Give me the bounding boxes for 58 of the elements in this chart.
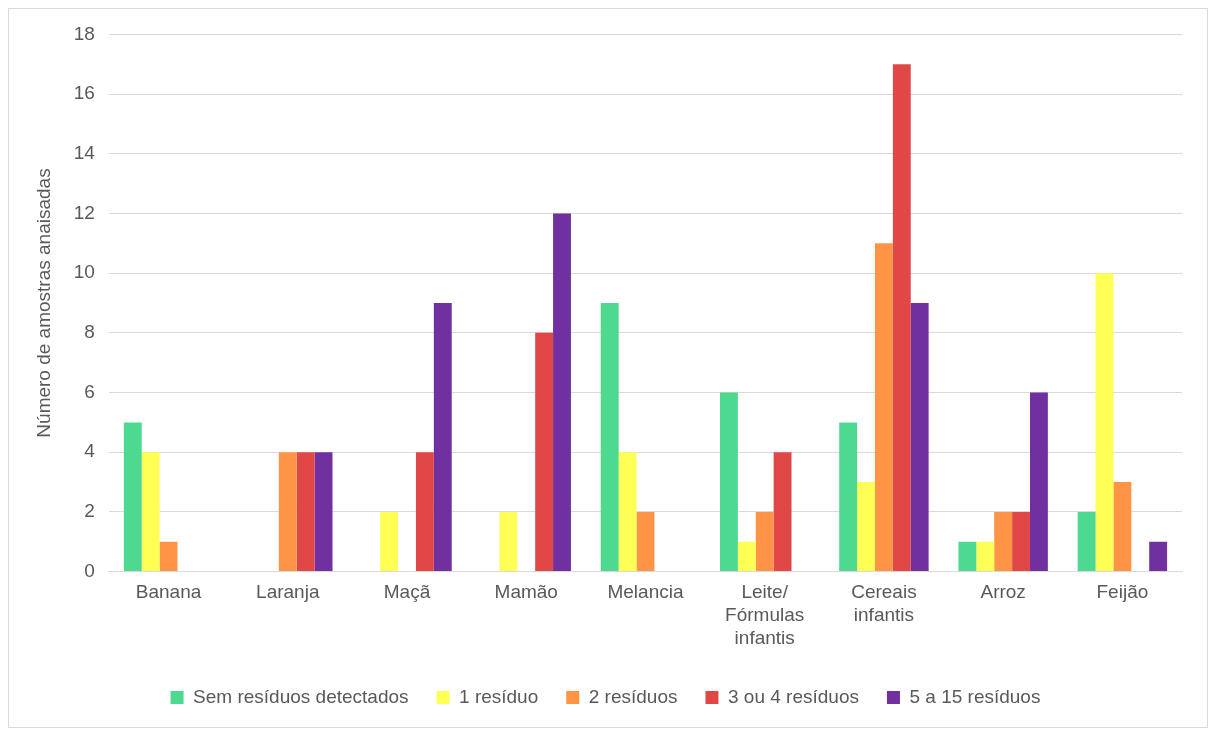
bar — [910, 303, 929, 572]
y-axis-title: Número de amostras anaisadas — [32, 168, 54, 438]
y-tick-label: 0 — [84, 559, 95, 581]
bar — [1149, 541, 1168, 572]
x-tick-label: Melancia — [607, 581, 684, 603]
legend-label: 5 a 15 resíduos — [909, 685, 1041, 707]
bar — [380, 511, 399, 572]
bar — [296, 452, 315, 572]
bar — [433, 303, 452, 572]
y-tick-label: 8 — [84, 321, 95, 343]
bar — [314, 452, 333, 572]
bar — [958, 541, 977, 572]
y-tick-label: 4 — [84, 440, 96, 462]
y-tick-label: 16 — [73, 82, 95, 104]
bar — [994, 511, 1013, 572]
bar — [892, 64, 911, 572]
bar — [719, 392, 738, 572]
legend-label: Sem resíduos detectados — [193, 685, 409, 707]
legend-label: 2 resíduos — [588, 685, 678, 707]
bar — [141, 452, 160, 572]
bar — [123, 422, 142, 572]
bar — [737, 541, 756, 572]
legend-label: 1 resíduo — [459, 685, 539, 707]
bar — [755, 511, 774, 572]
y-tick-label: 18 — [73, 22, 95, 44]
bar — [1077, 511, 1096, 572]
bar — [1113, 482, 1132, 572]
bar — [553, 213, 571, 572]
x-tick-label: Cereais infantis — [851, 581, 917, 626]
y-tick-label: 6 — [84, 380, 95, 402]
x-tick-label: Mamão — [494, 581, 558, 603]
y-tick-label: 10 — [73, 261, 95, 283]
bar — [1095, 273, 1114, 572]
legend-label: 3 ou 4 resíduos — [727, 685, 859, 707]
bar — [499, 511, 518, 572]
bar — [773, 452, 792, 572]
bar — [636, 511, 655, 572]
y-tick-label: 2 — [84, 500, 95, 522]
x-tick-label: Leite/ Fórmulas infantis — [725, 581, 805, 648]
bar — [857, 482, 875, 572]
bar — [874, 243, 893, 572]
y-tick-label: 12 — [73, 201, 95, 223]
bar — [159, 541, 178, 572]
x-tick-label: Banana — [135, 581, 202, 603]
bar — [1012, 511, 1030, 572]
x-tick-label: Feijão — [1096, 581, 1149, 603]
bar — [839, 422, 858, 572]
bar — [618, 452, 637, 572]
bar — [278, 452, 297, 572]
bar — [535, 332, 554, 572]
bar — [976, 541, 995, 572]
bar — [600, 303, 619, 572]
x-tick-label: Laranja — [256, 581, 320, 603]
y-tick-label: 14 — [73, 142, 96, 164]
bar — [1029, 392, 1048, 572]
x-tick-label: Arroz — [980, 581, 1026, 603]
x-tick-label: Maçã — [383, 581, 431, 603]
bar — [415, 452, 434, 572]
